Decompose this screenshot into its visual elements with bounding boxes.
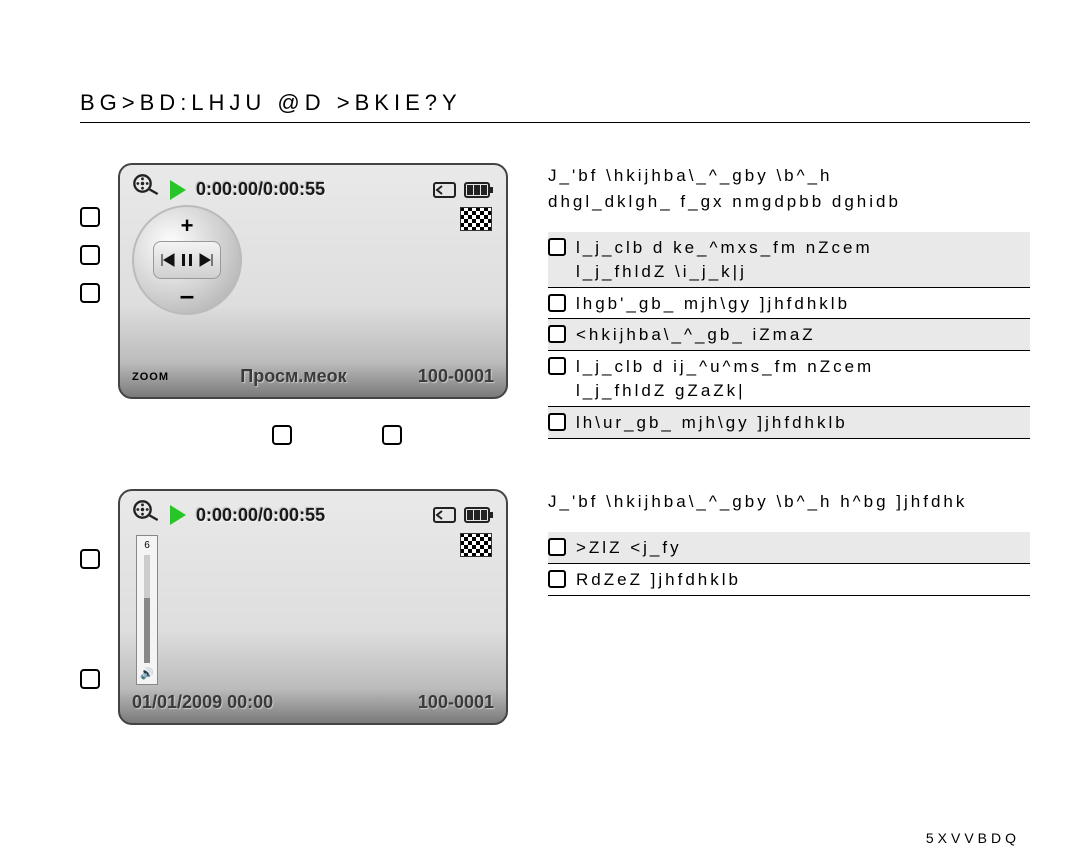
bullet-icon bbox=[548, 238, 566, 256]
playback-time: 0:00:00/0:00:55 bbox=[196, 179, 325, 200]
bullet-icon bbox=[548, 538, 566, 556]
finish-flag-icon bbox=[460, 207, 492, 231]
list-item: RdZeZ ]jhfdhklb bbox=[548, 564, 1030, 596]
bullet-icon bbox=[548, 413, 566, 431]
volume-slider[interactable]: 6 🔊 bbox=[136, 535, 158, 685]
list-item: l_j_clb d ij_^u^ms_fm nZcem l_j_fhldZ gZ… bbox=[548, 351, 1030, 407]
volume-track bbox=[144, 555, 150, 663]
right-col-2: J_'bf \hkijhba\_^_gby \b^_h h^bg ]jhfdhk… bbox=[548, 489, 1030, 596]
bullet-icon bbox=[548, 570, 566, 588]
section1-list: l_j_clb d ke_^mxs_fm nZcem l_j_fhldZ \i_… bbox=[548, 232, 1030, 439]
control-wheel[interactable]: + – bbox=[132, 205, 242, 315]
pause-icon[interactable] bbox=[180, 252, 194, 268]
list-item: >ZlZ <j_fy bbox=[548, 532, 1030, 564]
marker-4 bbox=[80, 549, 100, 569]
row-2: 0:00:00/0:00:55 6 🔊 01/01/2009 00:00 100… bbox=[80, 489, 1030, 725]
prev-track-icon[interactable] bbox=[160, 252, 176, 268]
zoom-label: ZOOM bbox=[132, 371, 169, 383]
back-arrow-icon bbox=[430, 505, 456, 525]
reel-icon bbox=[132, 499, 160, 532]
date-label: 01/01/2009 00:00 bbox=[132, 692, 273, 713]
marker-2 bbox=[80, 245, 100, 265]
marker-5 bbox=[80, 669, 100, 689]
page-footer: 5XVVBDQ bbox=[926, 830, 1020, 846]
page-title: BG>BD:LHJU @D >BKIE?Y bbox=[80, 90, 1030, 123]
row-1: 0:00:00/0:00:55 + – ZOOM Просм.меок bbox=[80, 163, 1030, 439]
finish-flag-icon bbox=[460, 533, 492, 557]
reel-icon bbox=[132, 173, 160, 206]
top-right-icons bbox=[430, 505, 494, 525]
playback-screen-1: 0:00:00/0:00:55 + – ZOOM Просм.меок bbox=[118, 163, 508, 399]
right-col-1: J_'bf \hkijhba\_^_gby \b^_h dhgl_dklgh_ … bbox=[548, 163, 1030, 439]
top-right-icons bbox=[430, 180, 494, 200]
left-markers-2 bbox=[80, 489, 100, 689]
list-item: l_j_clb d ke_^mxs_fm nZcem l_j_fhldZ \i_… bbox=[548, 232, 1030, 288]
screen2-bottom: 01/01/2009 00:00 100-0001 bbox=[132, 692, 494, 713]
battery-icon bbox=[464, 506, 494, 524]
list-item: lhgb'_gb_ mjh\gy ]jhfdhklb bbox=[548, 288, 1030, 320]
section2-list: >ZlZ <j_fy RdZeZ ]jhfdhklb bbox=[548, 532, 1030, 596]
screen1-topbar: 0:00:00/0:00:55 bbox=[132, 173, 494, 206]
screen1-bottom: ZOOM Просм.меок 100-0001 bbox=[132, 366, 494, 387]
left-markers-1 bbox=[80, 163, 100, 303]
screen2-topbar: 0:00:00/0:00:55 bbox=[132, 499, 494, 532]
volume-up-icon[interactable]: + bbox=[134, 213, 240, 239]
battery-icon bbox=[464, 181, 494, 199]
bottom-markers-1 bbox=[272, 425, 402, 445]
section2-heading: J_'bf \hkijhba\_^_gby \b^_h h^bg ]jhfdhk bbox=[548, 489, 1030, 515]
play-icon bbox=[170, 505, 186, 525]
speaker-icon: 🔊 bbox=[140, 667, 154, 680]
volume-down-icon[interactable]: – bbox=[134, 280, 240, 311]
file-number: 100-0001 bbox=[418, 692, 494, 713]
bullet-icon bbox=[548, 294, 566, 312]
section1-heading: J_'bf \hkijhba\_^_gby \b^_h dhgl_dklgh_ … bbox=[548, 163, 1030, 214]
playback-screen-2: 0:00:00/0:00:55 6 🔊 01/01/2009 00:00 100… bbox=[118, 489, 508, 725]
wheel-center bbox=[153, 241, 221, 279]
left-col-2: 0:00:00/0:00:55 6 🔊 01/01/2009 00:00 100… bbox=[80, 489, 508, 725]
playback-time: 0:00:00/0:00:55 bbox=[196, 505, 325, 526]
file-number: 100-0001 bbox=[418, 366, 494, 387]
bullet-icon bbox=[548, 325, 566, 343]
back-arrow-icon bbox=[430, 180, 456, 200]
list-item: <hkijhba\_^_gb_ iZmaZ bbox=[548, 319, 1030, 351]
marker-b1 bbox=[272, 425, 292, 445]
play-icon bbox=[170, 180, 186, 200]
next-track-icon[interactable] bbox=[198, 252, 214, 268]
mode-label: Просм.меок bbox=[240, 366, 346, 387]
marker-b2 bbox=[382, 425, 402, 445]
marker-3 bbox=[80, 283, 100, 303]
volume-level: 6 bbox=[144, 540, 150, 551]
bullet-icon bbox=[548, 357, 566, 375]
marker-1 bbox=[80, 207, 100, 227]
left-col-1: 0:00:00/0:00:55 + – ZOOM Просм.меок bbox=[80, 163, 508, 399]
list-item: lh\ur_gb_ mjh\gy ]jhfdhklb bbox=[548, 407, 1030, 439]
